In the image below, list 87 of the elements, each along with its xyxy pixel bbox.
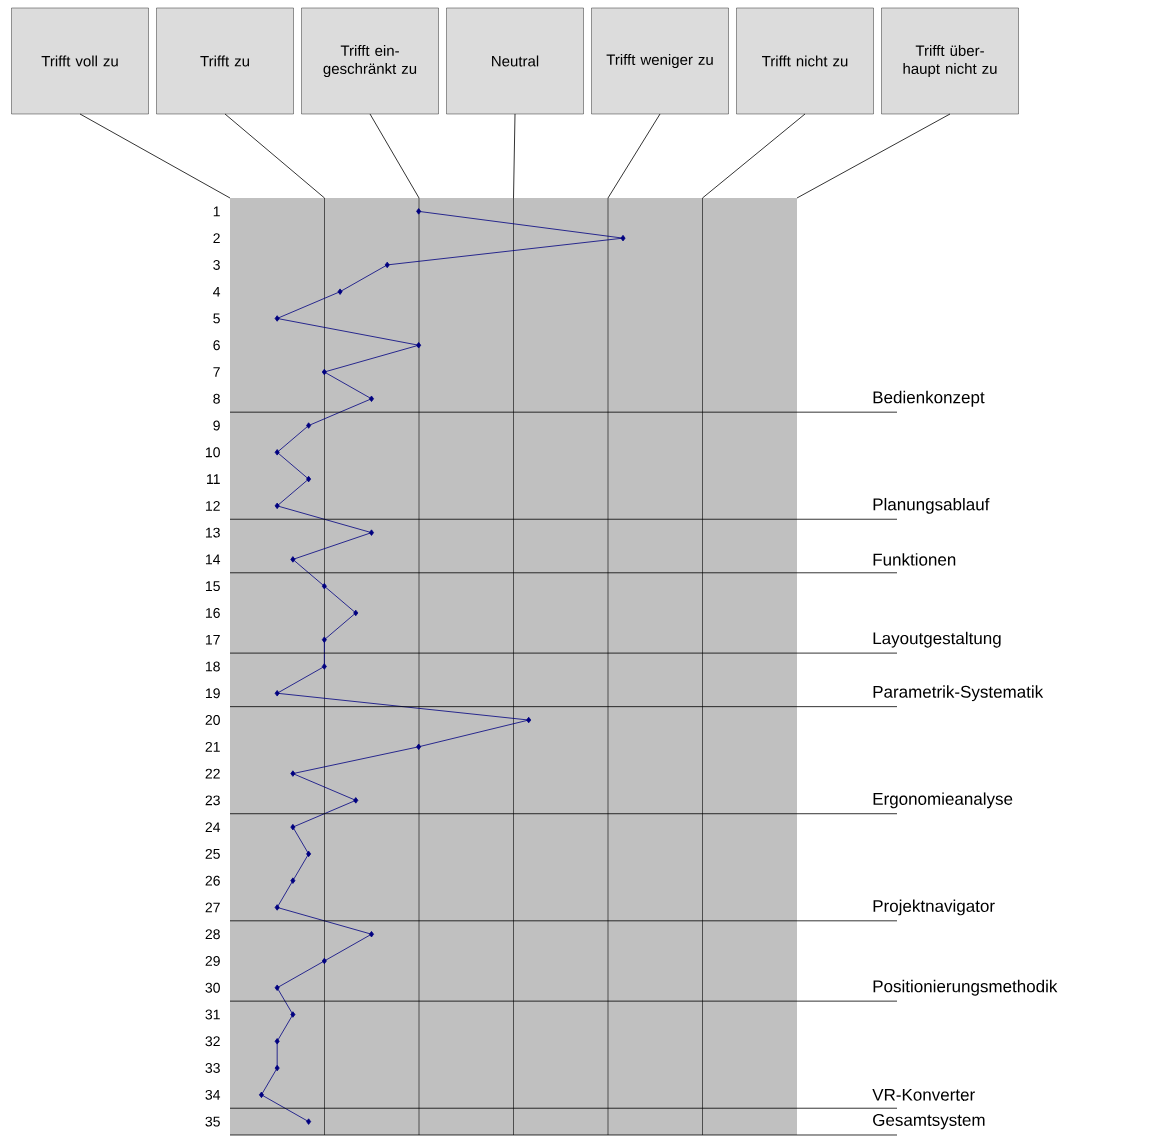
y-tick-label: 27	[205, 902, 220, 913]
point	[416, 743, 422, 750]
text: Trifft über-haupt nicht zu	[903, 44, 997, 77]
y-tick-label: 6	[213, 340, 220, 351]
text: Funktionen	[873, 553, 956, 566]
y-tick-label: 24	[205, 822, 221, 833]
y-tick-label: 4	[213, 286, 221, 297]
point	[416, 342, 422, 349]
point	[321, 582, 327, 590]
y-tick-label: 26	[205, 875, 220, 886]
text: Trifft weniger zu	[606, 53, 713, 68]
point	[290, 556, 296, 563]
text: Bedienkonzept	[873, 390, 985, 407]
point	[274, 690, 280, 697]
point	[321, 663, 327, 670]
point	[321, 636, 327, 643]
y-tick-label: 2	[213, 233, 220, 244]
point	[353, 797, 359, 804]
y-tick-label: 1	[213, 206, 220, 217]
text: Gesamtsystem	[873, 1113, 985, 1130]
point	[337, 288, 343, 295]
point	[321, 368, 327, 376]
y-tick-label: 15	[205, 581, 220, 592]
y-tick-label: 23	[205, 795, 220, 806]
point	[306, 850, 312, 858]
y-tick-label: 28	[205, 929, 220, 940]
point	[306, 422, 312, 429]
text: Parametrik-Systematik	[873, 685, 1044, 702]
y-tick-label: 16	[205, 607, 220, 618]
y-tick-label: 20	[205, 715, 220, 725]
y-tick-label: 29	[205, 956, 220, 966]
text: Neutral	[492, 55, 539, 67]
point	[274, 502, 280, 510]
y-tick-label: 12	[205, 500, 220, 511]
point	[526, 716, 532, 724]
y-tick-label: 19	[205, 688, 220, 699]
point	[274, 315, 280, 322]
point	[353, 609, 359, 617]
y-tick-label: 11	[207, 474, 220, 484]
point	[306, 1118, 312, 1125]
text: Trifft nicht zu	[762, 55, 848, 67]
text: Layoutgestaltung	[873, 631, 1001, 648]
y-tick-label: 3	[213, 259, 220, 270]
y-tick-label: 31	[205, 1009, 220, 1020]
y-tick-label: 25	[205, 848, 220, 859]
point	[258, 1091, 264, 1099]
text: Positionierungsmethodik	[873, 979, 1058, 996]
y-tick-label: 7	[213, 367, 220, 377]
text: Trifft voll zu	[41, 55, 118, 67]
y-tick-label: 34	[205, 1089, 221, 1100]
point	[274, 449, 280, 456]
point	[321, 957, 327, 965]
point	[290, 770, 296, 777]
text: Ergonomieanalyse	[873, 792, 1013, 809]
text: Projektnavigator	[873, 899, 995, 916]
y-tick-label: 22	[205, 768, 220, 779]
y-tick-label: 10	[205, 447, 220, 458]
point	[369, 395, 374, 402]
point	[274, 904, 280, 911]
point	[290, 1011, 296, 1018]
y-tick-label: 9	[213, 420, 220, 431]
point	[620, 234, 626, 242]
y-tick-label: 13	[205, 527, 220, 538]
y-tick-label: 17	[205, 634, 220, 645]
point	[384, 261, 390, 269]
y-tick-label: 35	[205, 1116, 220, 1127]
y-tick-label: 5	[213, 313, 220, 324]
point	[369, 529, 374, 536]
point	[290, 877, 296, 884]
text: Trifft ein-geschränkt zu	[323, 44, 417, 77]
text: Planungsablauf	[873, 497, 990, 514]
point	[290, 823, 296, 831]
y-tick-label: 21	[205, 741, 220, 752]
y-tick-label: 18	[205, 661, 220, 672]
text: VR-Konverter	[872, 1088, 975, 1101]
point	[274, 1064, 280, 1072]
y-tick-label: 32	[205, 1036, 220, 1047]
point	[274, 1038, 280, 1045]
point	[416, 208, 422, 215]
y-tick-label: 30	[205, 982, 220, 993]
point	[306, 475, 312, 483]
y-tick-label: 8	[213, 393, 220, 404]
y-tick-label: 14	[205, 554, 221, 565]
text: Trifft zu	[200, 55, 250, 67]
point	[274, 984, 280, 991]
point	[369, 931, 374, 938]
y-tick-label: 33	[205, 1063, 220, 1074]
